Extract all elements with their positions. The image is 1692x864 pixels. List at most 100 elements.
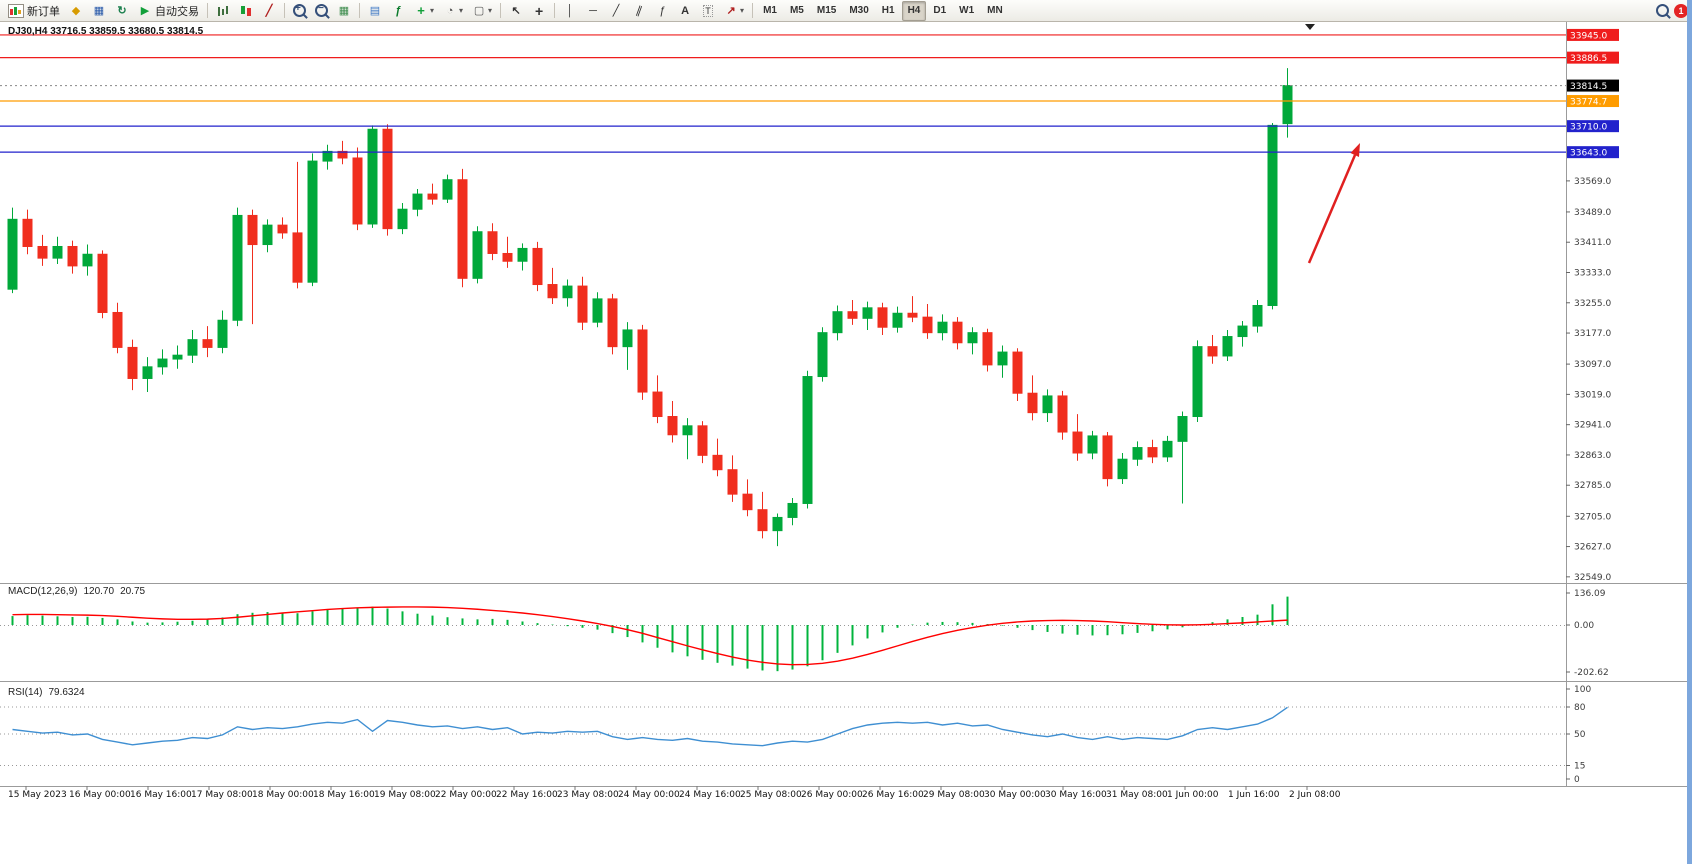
horizontal-lines[interactable]: 33945.0 33886.5 33774.7 33710.0 33643.0 33814… [0, 28, 1619, 159]
tile-windows-button[interactable] [333, 1, 355, 21]
tile-windows-icon [337, 4, 351, 18]
timeframe-d1-button[interactable]: D1 [933, 5, 947, 16]
price-line-tag[interactable] [1567, 28, 1619, 41]
fibonacci-tool-button[interactable] [651, 1, 673, 21]
templates-button[interactable]: ▾ [468, 1, 496, 21]
arrow-shape-icon [724, 4, 738, 18]
strategy-tester-button[interactable] [364, 1, 386, 21]
svg-text:136.09: 136.09 [1574, 589, 1606, 599]
price-line-tag[interactable] [1567, 79, 1619, 92]
svg-text:50: 50 [1574, 730, 1586, 740]
text-label-tool-button[interactable] [697, 1, 719, 21]
svg-text:1 Jun 00:00: 1 Jun 00:00 [1167, 790, 1219, 800]
search-button[interactable] [1652, 1, 1673, 21]
zoom-in-icon [293, 3, 306, 17]
channel-icon [630, 2, 648, 20]
rsi-scale: 100 80 50 15 0 [1566, 685, 1591, 785]
svg-text:32863.0: 32863.0 [1574, 451, 1611, 461]
svg-text:2 Jun 08:00: 2 Jun 08:00 [1289, 790, 1341, 800]
timeframe-m1-button[interactable]: M1 [763, 5, 777, 16]
window-edge [1687, 0, 1692, 864]
trendline-tool-button[interactable] [605, 1, 627, 21]
svg-text:32627.0: 32627.0 [1574, 543, 1611, 553]
svg-text:100: 100 [1574, 685, 1591, 695]
new-order-button[interactable]: 新订单 [4, 1, 64, 21]
svg-text:32549.0: 32549.0 [1574, 573, 1611, 583]
svg-text:22 May 16:00: 22 May 16:00 [496, 790, 558, 800]
text-tool-button[interactable] [674, 1, 696, 21]
svg-text:18 May 16:00: 18 May 16:00 [313, 790, 375, 800]
bar-chart-mode-button[interactable] [212, 1, 234, 21]
crosshair-tool-button[interactable] [528, 1, 550, 21]
new-order-label: 新订单 [27, 5, 60, 18]
toolbar-separator [284, 3, 285, 18]
line-chart-mode-button[interactable] [258, 1, 280, 21]
timeframe-m15-button[interactable]: M15 [816, 5, 837, 16]
timeframe-h4-button[interactable]: H4 [901, 0, 927, 21]
candles[interactable] [7, 68, 1293, 547]
chevron-down-icon: ▾ [740, 6, 745, 15]
chevron-down-icon: ▾ [459, 6, 464, 15]
channel-tool-button[interactable] [628, 1, 650, 21]
timeframe-m5-button[interactable]: M5 [789, 5, 804, 16]
horizontal-line-tool-button[interactable] [582, 1, 604, 21]
price-line-tag[interactable] [1567, 146, 1619, 159]
zoom-out-button[interactable] [311, 1, 332, 21]
svg-text:1 Jun 16:00: 1 Jun 16:00 [1228, 790, 1280, 800]
market-watch-icon [92, 4, 106, 18]
svg-text:31 May 08:00: 31 May 08:00 [1106, 790, 1168, 800]
chevron-down-icon: ▾ [488, 6, 493, 15]
add-indicator-button[interactable]: ▾ [410, 1, 438, 21]
price-line-tag[interactable] [1567, 51, 1619, 64]
vertical-line-tool-button[interactable] [559, 1, 581, 21]
svg-text:29 May 08:00: 29 May 08:00 [923, 790, 985, 800]
time-axis: 15 May 2023 16 May 00:00 16 May 16:00 17 Ma… [8, 786, 1341, 800]
line-chart-icon [262, 4, 276, 18]
template-icon [472, 4, 486, 18]
search-icon [1656, 4, 1669, 17]
main-toolbar: 新订单 自动交易 ▾ ▾ ▾ ▾ M1 [0, 0, 1692, 22]
chart-shift-marker[interactable] [1305, 24, 1315, 30]
trend-arrow-annotation[interactable] [1307, 143, 1360, 264]
market-watch-button[interactable] [88, 1, 110, 21]
toolbar-separator [359, 3, 360, 18]
zoom-out-icon [315, 3, 328, 17]
toolbar-separator [554, 3, 556, 18]
svg-text:32785.0: 32785.0 [1574, 481, 1611, 491]
svg-text:32705.0: 32705.0 [1574, 512, 1611, 522]
toolbar-separator [752, 3, 754, 18]
svg-text:33489.0: 33489.0 [1574, 208, 1611, 218]
svg-text:33569.0: 33569.0 [1574, 177, 1611, 187]
svg-text:15 May 2023: 15 May 2023 [8, 790, 67, 800]
timeframe-mn-button[interactable]: MN [987, 5, 1003, 16]
indicators-button[interactable] [387, 1, 409, 21]
timeframe-w1-button[interactable]: W1 [959, 5, 975, 16]
svg-text:22 May 00:00: 22 May 00:00 [435, 790, 497, 800]
autotrade-button[interactable]: 自动交易 [134, 1, 203, 21]
candle-chart-mode-button[interactable] [235, 1, 257, 21]
svg-text:33886.5: 33886.5 [1570, 54, 1607, 64]
profile-button[interactable] [65, 1, 87, 21]
timeframe-m30-button[interactable]: M30 [849, 5, 869, 16]
timeframe-h1-button[interactable]: H1 [881, 5, 895, 16]
periods-button[interactable]: ▾ [439, 1, 467, 21]
candlestick-icon [239, 3, 253, 18]
add-indicator-icon [414, 4, 428, 18]
notification-badge[interactable]: 1 [1674, 3, 1688, 18]
cursor-tool-button[interactable] [505, 1, 527, 21]
svg-text:33814.5: 33814.5 [1570, 82, 1607, 92]
new-order-icon [8, 3, 24, 18]
price-axis: 33569.0 33489.0 33411.0 33333.0 33255.0 33177… [1566, 177, 1611, 583]
price-line-tag[interactable] [1567, 120, 1619, 133]
svg-text:26 May 00:00: 26 May 00:00 [801, 790, 863, 800]
arrows-tool-button[interactable]: ▾ [720, 1, 748, 21]
zoom-in-button[interactable] [289, 1, 310, 21]
horizontal-line-icon [586, 4, 600, 18]
price-line-tag[interactable] [1567, 95, 1619, 108]
svg-text:23 May 08:00: 23 May 08:00 [557, 790, 619, 800]
refresh-button[interactable] [111, 1, 133, 21]
svg-text:26 May 16:00: 26 May 16:00 [862, 790, 924, 800]
svg-text:16 May 16:00: 16 May 16:00 [130, 790, 192, 800]
